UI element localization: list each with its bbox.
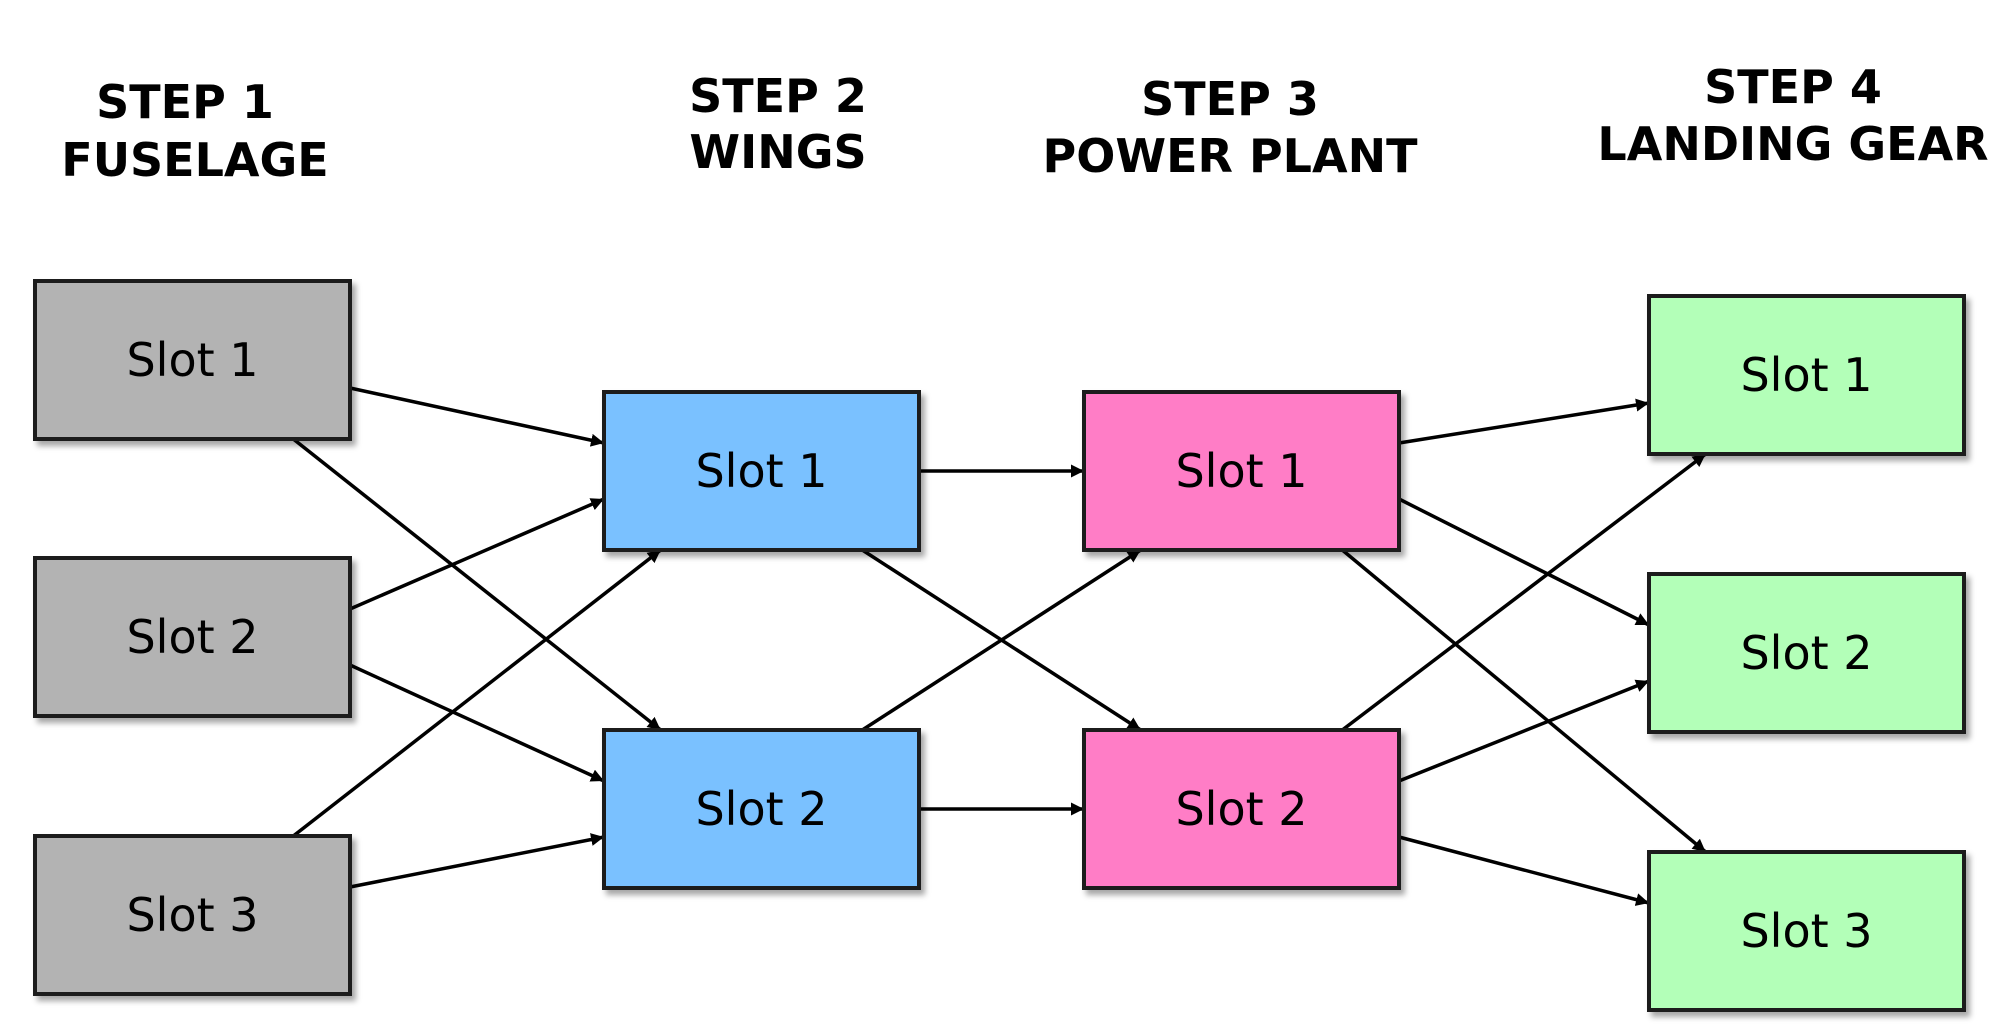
step3-slot-2: Slot 2 bbox=[1082, 728, 1401, 890]
step4-slot-1-label: Slot 1 bbox=[1740, 348, 1872, 402]
step1-slot-2-label: Slot 2 bbox=[126, 610, 258, 664]
slot-boxes: Slot 1 Slot 2 Slot 3 Slot 1 Slot 2 Slot 1 Slot… bbox=[33, 279, 1966, 1012]
step2-slot-1-box bbox=[602, 390, 921, 552]
step4-slot-3-box bbox=[1647, 850, 1966, 1012]
step-2-number: STEP 2 bbox=[689, 69, 867, 123]
connection-arrows bbox=[292, 386, 1707, 906]
step4-slot-1: Slot 1 bbox=[1647, 294, 1966, 456]
step2-slot-2-box bbox=[602, 728, 921, 890]
step4-slot-3: Slot 3 bbox=[1647, 850, 1966, 1012]
arrow-step1-slot2-to-step2-slot1 bbox=[349, 833, 605, 889]
arrow-step1-slot0-to-step2-slot1 bbox=[292, 437, 662, 732]
arrow-step2-slot1-to-step3-slot0 bbox=[861, 548, 1142, 732]
step3-slot-1-box bbox=[1082, 390, 1401, 552]
step-3-number: STEP 3 bbox=[1141, 72, 1319, 126]
step3-slot-2-box bbox=[1082, 728, 1401, 890]
step1-slot-3: Slot 3 bbox=[33, 834, 352, 996]
arrow-step3-slot1-to-step4-slot2 bbox=[1398, 835, 1650, 906]
step-3-name: POWER PLANT bbox=[1043, 129, 1419, 183]
step2-slot-1: Slot 1 bbox=[602, 390, 921, 552]
step-4-number: STEP 4 bbox=[1704, 60, 1882, 114]
arrow-step3-slot0-to-step4-slot2 bbox=[1341, 548, 1707, 854]
arrow-step3-slot1-to-step4-slot0 bbox=[1341, 452, 1707, 732]
step1-slot-2: Slot 2 bbox=[33, 556, 352, 718]
step3-slot-1-label: Slot 1 bbox=[1175, 444, 1307, 498]
step-title-2: STEP 2 WINGS bbox=[689, 69, 867, 179]
step-title-1: STEP 1 FUSELAGE bbox=[61, 75, 328, 187]
step2-slot-2-label: Slot 2 bbox=[695, 782, 827, 836]
step1-slot-1: Slot 1 bbox=[33, 279, 352, 441]
step-title-4: STEP 4 LANDING GEAR bbox=[1597, 60, 1988, 171]
step-2-name: WINGS bbox=[689, 125, 866, 179]
step4-slot-2-label: Slot 2 bbox=[1740, 626, 1872, 680]
step3-slot-1: Slot 1 bbox=[1082, 390, 1401, 552]
step4-slot-2-box bbox=[1647, 572, 1966, 734]
step2-slot-1-label: Slot 1 bbox=[695, 444, 827, 498]
arrow-step1-slot1-to-step2-slot1 bbox=[349, 663, 605, 783]
step4-slot-3-label: Slot 3 bbox=[1740, 904, 1872, 958]
step3-slot-2-label: Slot 2 bbox=[1175, 782, 1307, 836]
step-1-number: STEP 1 bbox=[96, 75, 274, 129]
step1-slot-3-box bbox=[33, 834, 352, 996]
arrow-step3-slot0-to-step4-slot1 bbox=[1398, 497, 1650, 627]
step4-slot-1-box bbox=[1647, 294, 1966, 456]
step2-slot-2: Slot 2 bbox=[602, 728, 921, 890]
arrow-step1-slot1-to-step2-slot0 bbox=[349, 497, 605, 611]
step-title-3: STEP 3 POWER PLANT bbox=[1043, 72, 1419, 183]
step-1-name: FUSELAGE bbox=[61, 133, 328, 187]
step-4-name: LANDING GEAR bbox=[1597, 117, 1988, 171]
arrow-step1-slot2-to-step2-slot0 bbox=[292, 548, 662, 838]
arrow-step3-slot0-to-step4-slot0 bbox=[1398, 398, 1650, 445]
step4-slot-2: Slot 2 bbox=[1647, 572, 1966, 734]
step1-slot-3-label: Slot 3 bbox=[126, 888, 258, 942]
arrow-step1-slot0-to-step2-slot0 bbox=[349, 386, 605, 447]
step1-slot-1-label: Slot 1 bbox=[126, 333, 258, 387]
step1-slot-1-box bbox=[33, 279, 352, 441]
arrow-step3-slot1-to-step4-slot1 bbox=[1398, 679, 1650, 783]
step1-slot-2-box bbox=[33, 556, 352, 718]
